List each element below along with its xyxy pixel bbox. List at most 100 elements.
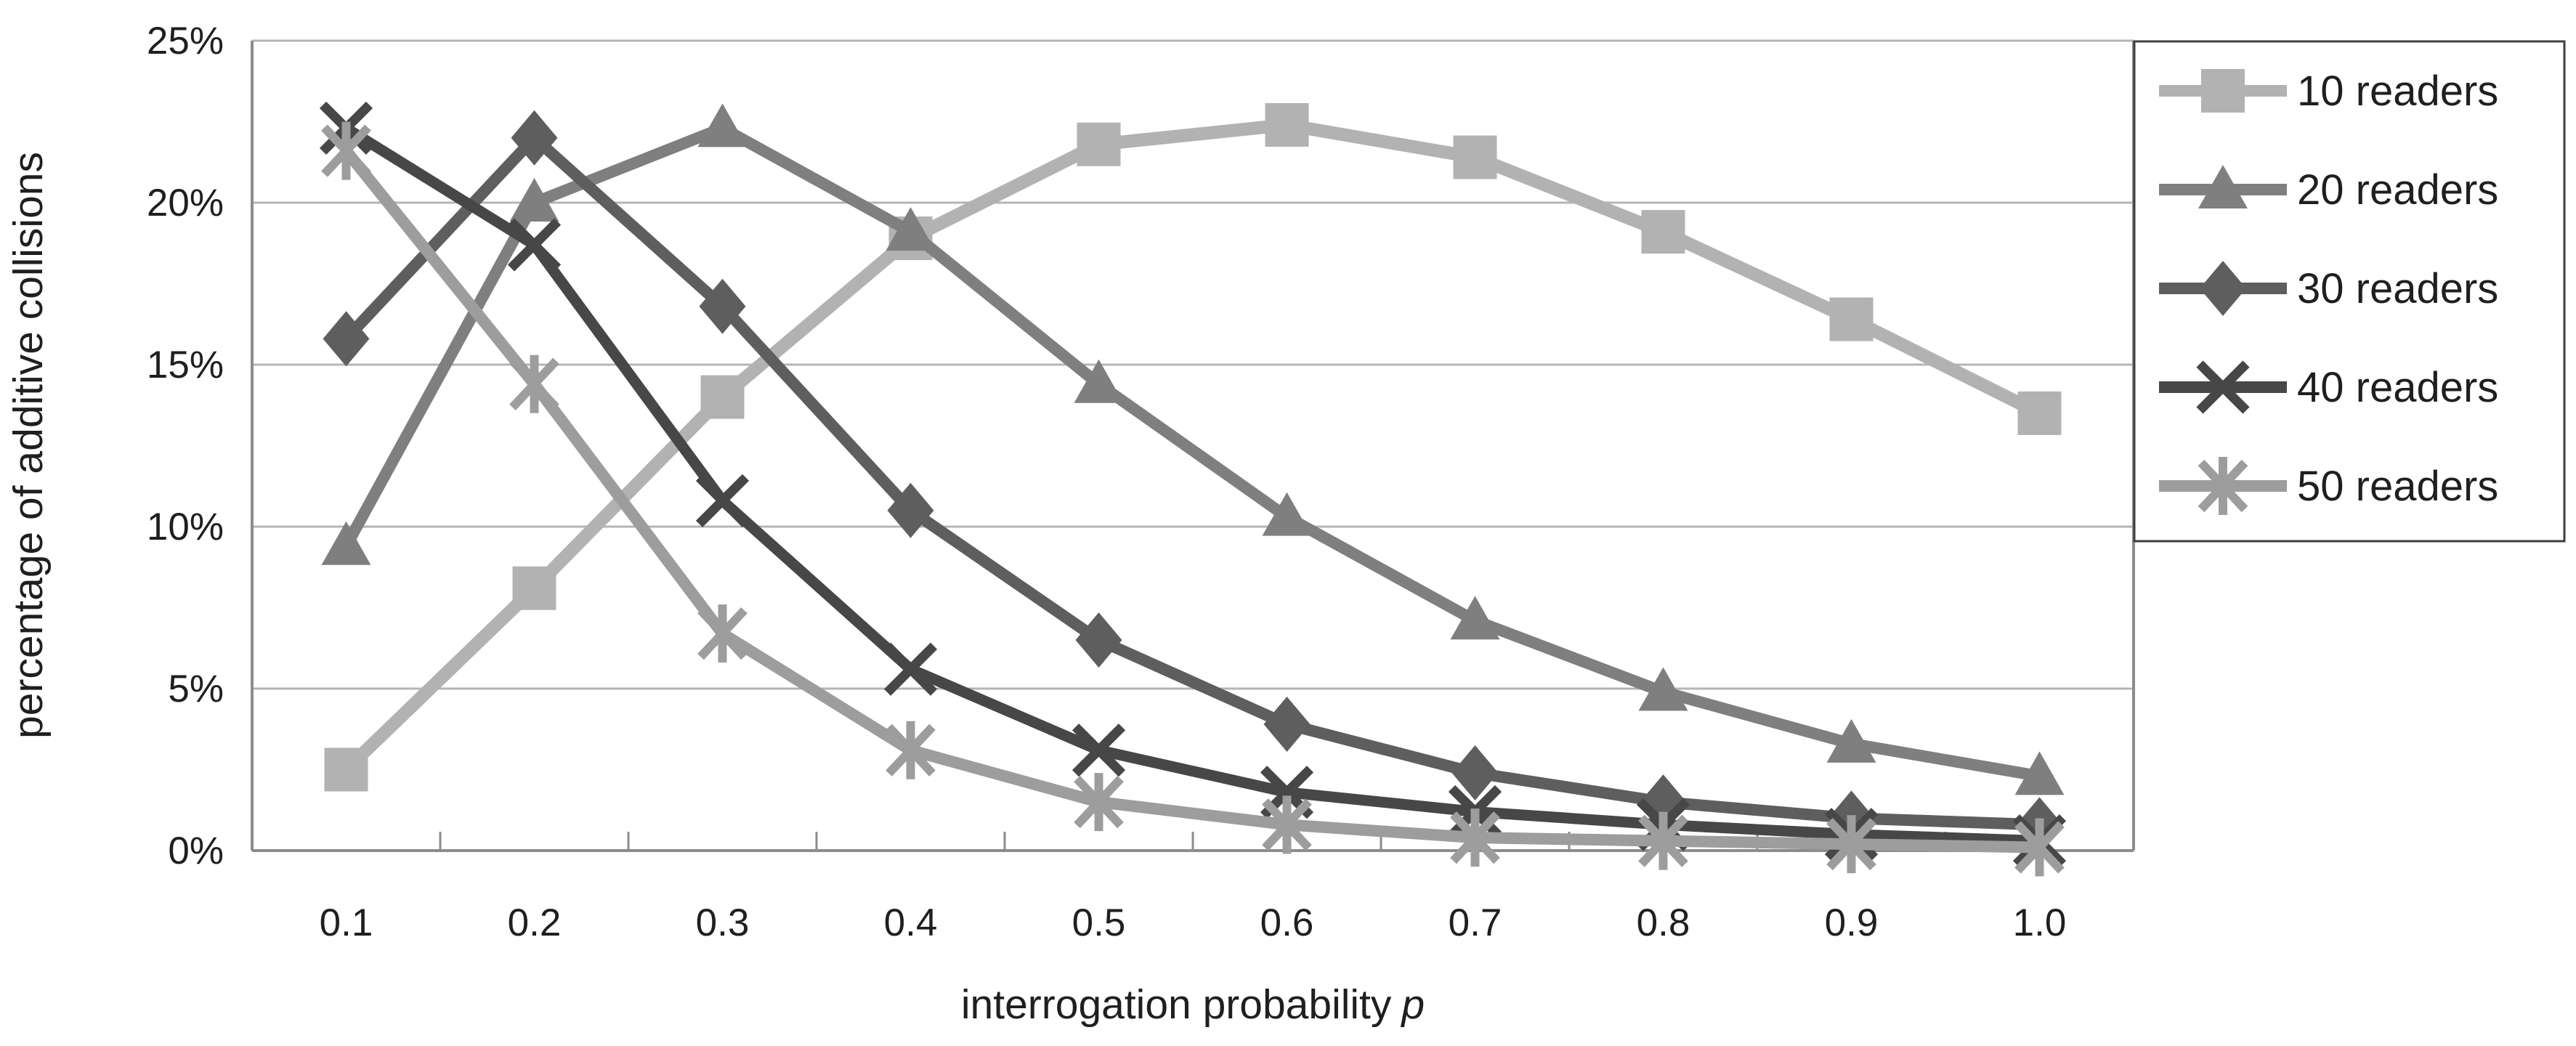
data-marker-20-readers	[1450, 596, 1500, 640]
square-marker-shape	[2017, 391, 2062, 435]
asterisk-marker-stroke	[1638, 814, 1688, 867]
legend: 10 readers 20 readers 30 readers 40 readers…	[2133, 40, 2566, 543]
triangle-marker-shape	[509, 178, 559, 222]
x-marker-stroke	[695, 474, 750, 527]
series-10-readers	[324, 102, 2062, 792]
data-marker-20-readers	[321, 521, 371, 565]
data-marker-50-readers	[1074, 773, 1124, 832]
legend-item-50-readers: 50 readers	[2159, 457, 2498, 515]
series-line-10-readers	[339, 118, 2046, 777]
asterisk-marker-stroke	[2014, 821, 2065, 874]
square-marker-shape	[700, 375, 745, 419]
legend-item-20-readers: 20 readers	[2159, 165, 2498, 214]
data-marker-10-readers	[1829, 297, 1874, 341]
triangle-marker-shape	[1262, 492, 1312, 536]
data-marker-50-readers	[321, 121, 371, 180]
legend-label: 30 readers	[2297, 265, 2498, 312]
data-marker-20-readers	[1638, 667, 1688, 711]
asterisk-marker-stroke	[321, 124, 371, 177]
legend-item-30-readers: 30 readers	[2159, 261, 2498, 316]
x-tick-label: 0.6	[1260, 901, 1314, 944]
data-marker-30-readers	[887, 482, 934, 538]
x-axis-title-text: interrogation probability	[961, 981, 1392, 1028]
square-marker-shape	[1453, 135, 1497, 179]
data-marker-20-readers	[1826, 718, 1876, 763]
x-tick-label: 0.9	[1825, 901, 1879, 944]
data-marker-10-readers	[1641, 210, 1685, 254]
data-marker-20-readers	[1262, 492, 1312, 536]
asterisk-marker-stroke	[1074, 775, 1124, 829]
x-marker-stroke	[2196, 360, 2250, 414]
series-40-readers	[319, 101, 2067, 868]
data-marker-50-readers	[697, 604, 748, 663]
data-marker-30-readers	[323, 311, 370, 367]
x-tick-label: 0.2	[508, 901, 562, 944]
data-marker-40-readers	[695, 474, 750, 527]
diamond-marker-shape	[2200, 261, 2246, 316]
data-marker-30-readers	[1075, 612, 1122, 668]
triangle-marker-shape	[886, 207, 936, 251]
data-marker-40-readers	[883, 642, 938, 696]
legend-swatch-marker	[2198, 457, 2248, 515]
square-marker-shape	[1265, 102, 1309, 147]
y-tick-label: 0%	[168, 830, 224, 872]
y-tick-label: 20%	[147, 182, 224, 224]
data-marker-30-readers	[1451, 745, 1499, 800]
data-marker-20-readers	[2014, 751, 2065, 795]
triangle-marker-shape	[1826, 718, 1876, 763]
triangle-marker-shape	[1074, 359, 1124, 403]
data-marker-10-readers	[512, 566, 556, 610]
x-tick-label: 0.3	[696, 901, 750, 944]
square-marker-shape	[1829, 297, 1874, 341]
data-marker-50-readers	[1262, 795, 1312, 854]
legend-label: 40 readers	[2297, 364, 2498, 411]
data-marker-10-readers	[324, 747, 368, 792]
legend-label: 50 readers	[2297, 463, 2498, 510]
y-axis-title: percentage of additive collisions	[5, 152, 52, 739]
triangle-marker-shape	[321, 521, 371, 565]
data-marker-20-readers	[886, 207, 936, 251]
asterisk-marker-stroke	[1826, 817, 1876, 871]
x-tick-label: 0.5	[1072, 901, 1126, 944]
square-marker-shape	[324, 747, 368, 792]
triangle-marker-shape	[1450, 596, 1500, 640]
triangle-marker-shape	[2014, 751, 2065, 795]
square-marker-shape	[1077, 122, 1121, 166]
data-marker-50-readers	[886, 721, 936, 779]
data-marker-10-readers	[1453, 135, 1497, 179]
x-axis-title-variable: p	[1400, 981, 1425, 1028]
diamond-marker-shape	[1075, 612, 1122, 668]
x-tick-label: 0.4	[884, 901, 938, 944]
y-tick-label: 15%	[147, 344, 224, 386]
data-marker-50-readers	[1826, 815, 1876, 874]
data-marker-50-readers	[1638, 811, 1688, 870]
x-tick-label: 0.7	[1449, 901, 1502, 944]
x-marker-stroke	[507, 218, 562, 272]
series-line-50-readers	[340, 145, 2046, 854]
data-marker-10-readers	[1265, 102, 1309, 147]
diamond-marker-shape	[887, 482, 934, 538]
asterisk-marker-stroke	[2198, 459, 2248, 513]
diamond-marker-shape	[511, 110, 558, 166]
asterisk-marker-stroke	[509, 357, 559, 410]
legend-swatch-marker	[2198, 165, 2248, 208]
data-marker-40-readers	[1072, 723, 1126, 777]
y-tick-label: 25%	[147, 20, 224, 62]
triangle-marker-shape	[697, 103, 748, 147]
data-marker-30-readers	[511, 110, 558, 166]
square-marker-shape	[512, 566, 556, 610]
asterisk-marker-stroke	[1450, 811, 1500, 864]
y-tick-label: 5%	[168, 668, 224, 710]
series-line-40-readers	[341, 122, 2045, 847]
legend-swatch-marker	[2196, 360, 2250, 414]
x-marker-stroke	[883, 642, 938, 696]
asterisk-marker-stroke	[697, 607, 748, 660]
asterisk-marker-stroke	[886, 723, 936, 777]
x-axis-title: interrogation probability p	[961, 981, 1425, 1028]
series-20-readers	[321, 103, 2065, 795]
data-marker-20-readers	[509, 178, 559, 222]
data-marker-50-readers	[2014, 818, 2065, 877]
plot-area: 0% 5% 10% 15% 20% 25% 0.1 0.2 0.3 0.4 0.5 0.6 0.7 0.8…	[147, 20, 2566, 944]
